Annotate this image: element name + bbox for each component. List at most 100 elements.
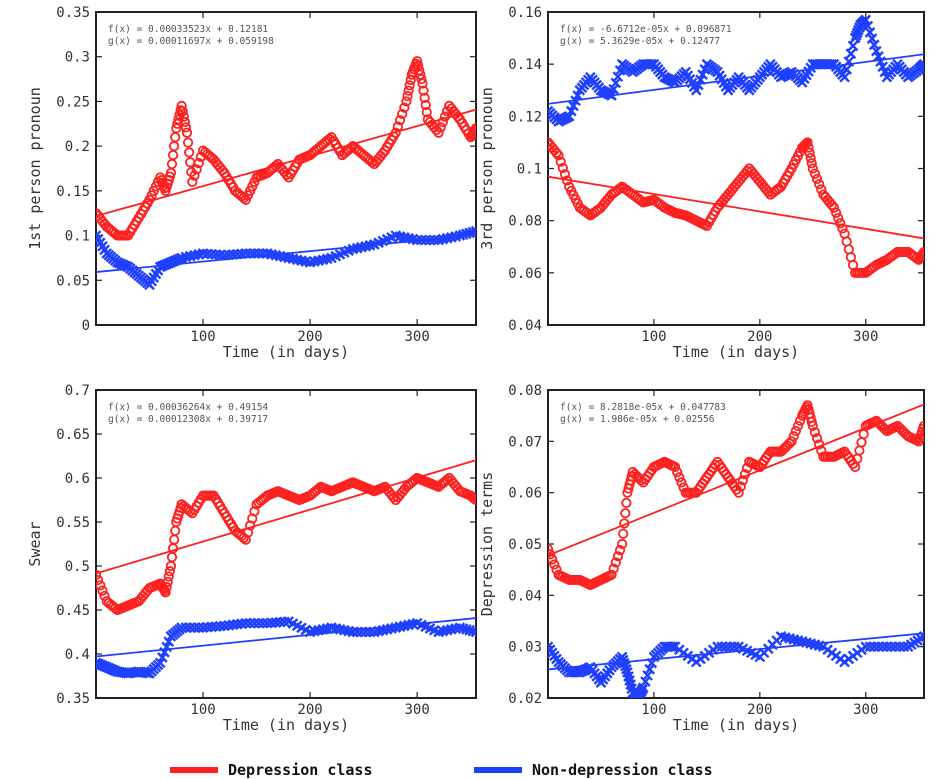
data-point — [166, 552, 178, 563]
data-point — [96, 574, 104, 586]
data-point — [637, 682, 649, 694]
fit-equation: g(x) = 0.00011697x + 0.059198 — [108, 36, 274, 47]
data-point — [470, 494, 476, 506]
data-point — [806, 416, 817, 427]
data-point — [610, 77, 622, 89]
data-point — [178, 111, 189, 122]
data-point — [421, 107, 432, 118]
y-tick-label: 0.35 — [56, 5, 90, 21]
x-tick-label: 100 — [641, 702, 666, 718]
data-point — [881, 641, 893, 653]
y-tick-label: 0.14 — [508, 57, 542, 73]
y-tick-label: 0.1 — [65, 229, 90, 245]
y-tick-label: 0.16 — [508, 5, 542, 21]
trend-line — [548, 53, 924, 105]
y-tick-label: 0.65 — [56, 427, 90, 443]
data-point — [414, 65, 425, 76]
series-non-depression — [548, 631, 924, 698]
data-point — [169, 141, 180, 152]
data-point — [916, 426, 924, 438]
data-point — [433, 127, 444, 138]
y-tick-label: 0.03 — [508, 640, 542, 656]
data-point — [790, 425, 801, 437]
y-tick-label: 0.04 — [508, 318, 542, 334]
data-point — [873, 641, 884, 653]
data-point — [807, 163, 818, 174]
data-point — [811, 433, 823, 444]
y-tick-label: 0.06 — [508, 266, 542, 282]
data-point — [644, 58, 656, 70]
x-axis-label: Time (in days) — [223, 716, 349, 734]
y-tick-label: 0 — [82, 318, 90, 334]
data-point — [97, 585, 108, 596]
trend-line — [548, 403, 924, 557]
data-point — [642, 670, 653, 681]
y-tick-label: 0.4 — [65, 647, 90, 663]
legend-label-depression: Depression class — [228, 761, 373, 779]
data-point — [403, 85, 414, 96]
y-tick-label: 0.07 — [508, 434, 542, 450]
x-tick-label: 100 — [190, 702, 215, 718]
x-axis-label: Time (in days) — [673, 343, 799, 361]
data-point — [181, 127, 193, 138]
legend-label-non-depression: Non-depression class — [532, 761, 713, 779]
data-point — [618, 528, 629, 539]
series-non-depression — [548, 14, 924, 127]
data-point — [404, 80, 415, 91]
series-non-depression — [96, 225, 476, 291]
data-point — [716, 641, 728, 653]
data-point — [180, 122, 192, 133]
data-point — [170, 525, 181, 536]
data-point — [669, 461, 681, 473]
y-tick-label: 0.06 — [508, 486, 542, 502]
data-point — [415, 69, 426, 80]
data-point — [163, 571, 174, 582]
series-non-depression — [96, 616, 476, 679]
trend-line — [548, 632, 924, 671]
data-point — [915, 430, 924, 441]
y-tick-label: 0.05 — [56, 273, 90, 289]
data-point — [416, 73, 427, 85]
fit-equation: f(x) = 0.00036264x + 0.49154 — [108, 402, 268, 413]
data-point — [835, 218, 846, 229]
data-point — [616, 651, 628, 663]
plot-area — [96, 56, 476, 291]
x-tick-label: 300 — [853, 702, 878, 718]
data-point — [807, 420, 818, 432]
data-point — [674, 472, 685, 483]
fit-equation: f(x) = -6.6712e-05x + 0.096871 — [560, 24, 732, 35]
data-point — [621, 497, 632, 509]
x-axis-label: Time (in days) — [673, 716, 799, 734]
data-point — [816, 184, 827, 195]
data-point — [915, 251, 924, 262]
data-point — [185, 157, 196, 168]
data-point — [724, 641, 736, 653]
series-depression — [96, 459, 476, 616]
data-point — [620, 508, 631, 519]
data-point — [803, 142, 814, 153]
legend: Depression class Non-depression class — [170, 761, 713, 779]
data-point — [257, 617, 269, 629]
chart-panel-2: 0.04 0.06 0.08 0.1 0.12 0.14 0.16 100 200 300 Time… — [478, 5, 925, 361]
plot-frame — [547, 11, 925, 326]
data-point — [418, 85, 429, 96]
data-point — [788, 431, 799, 442]
data-point — [193, 622, 205, 633]
data-point — [187, 176, 198, 188]
data-point — [802, 137, 813, 148]
series-depression — [548, 137, 924, 278]
data-point — [894, 641, 905, 653]
y-tick-label: 0.35 — [56, 691, 90, 707]
data-point — [864, 26, 876, 38]
data-point — [866, 33, 878, 44]
data-point — [96, 569, 102, 580]
data-point — [162, 576, 173, 587]
x-axis-label: Time (in days) — [223, 343, 349, 361]
data-point — [555, 156, 566, 167]
data-point — [916, 249, 924, 261]
plot-frame — [95, 389, 477, 699]
data-point — [918, 246, 924, 258]
data-point — [435, 122, 446, 133]
data-point — [860, 14, 872, 26]
y-tick-label: 0.08 — [508, 383, 542, 399]
